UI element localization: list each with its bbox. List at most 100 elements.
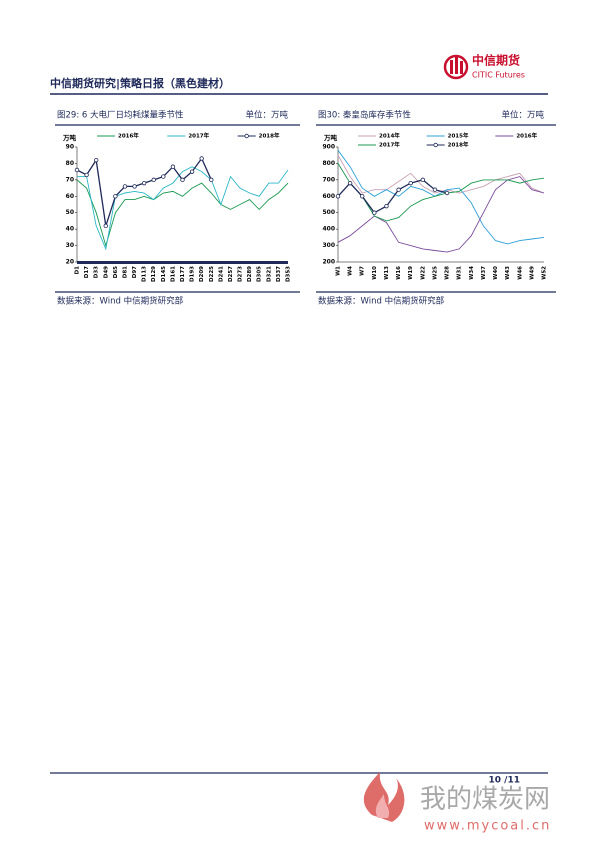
x-tick-label: W4 [348, 266, 354, 276]
series-marker [360, 194, 365, 199]
legend-label: 2018年 [259, 132, 280, 140]
x-tick-label: D65 [113, 266, 119, 278]
y-tick-label: 70 [66, 176, 74, 183]
x-tick-label: D337 [276, 266, 282, 282]
x-tick-label: D81 [122, 266, 128, 278]
logo-cn: 中信期货 [472, 53, 520, 68]
series-marker [396, 187, 401, 192]
x-tick-label: D113 [142, 266, 148, 282]
series-line [76, 179, 289, 248]
y-tick-label: 20 [66, 259, 74, 266]
series-marker [132, 184, 137, 189]
series-line [337, 176, 545, 253]
series-marker [93, 157, 99, 163]
series-marker [84, 172, 89, 178]
series-marker [189, 169, 195, 174]
y-tick-label: 400 [322, 226, 335, 233]
x-tick-label: D305 [257, 266, 263, 282]
x-axis-band [77, 261, 288, 264]
x-tick-label: W19 [408, 266, 414, 280]
source: 数据来源：Wind 中信期货研究部 [57, 296, 184, 307]
x-tick-label: W40 [493, 266, 499, 280]
y-tick-label: 500 [322, 209, 335, 216]
x-tick-label: W7 [360, 266, 366, 276]
x-tick-label: D129 [151, 266, 157, 282]
legend-marker [433, 142, 438, 148]
x-tick-label: W13 [384, 266, 390, 280]
x-tick-label: D49 [103, 266, 109, 278]
logo-bar [450, 60, 453, 74]
x-tick-label: D1 [75, 266, 81, 275]
series-marker [170, 164, 176, 169]
legend-label: 2016年 [516, 132, 537, 140]
x-tick-label: D177 [180, 266, 186, 282]
series-line [337, 154, 545, 194]
chart-title: 图29: 6 大电厂日均耗煤量季节性 [57, 110, 184, 121]
x-tick-label: D273 [238, 266, 244, 282]
series-marker [74, 167, 80, 173]
y-axis-title: 万吨 [62, 133, 77, 142]
y-tick-label: 900 [322, 144, 335, 151]
x-tick-label: W34 [469, 266, 475, 280]
series-marker [103, 223, 108, 229]
y-tick-label: 600 [322, 193, 335, 200]
series-marker [113, 194, 118, 199]
y-tick-label: 300 [322, 242, 335, 249]
y-tick-label: 40 [66, 226, 74, 233]
source: 数据来源：Wind 中信期货研究部 [318, 296, 445, 307]
series-marker [444, 190, 450, 196]
flame-icon [375, 794, 390, 818]
series-marker [335, 194, 341, 199]
x-tick-label: W28 [445, 266, 451, 280]
series-marker [372, 210, 377, 215]
chart-title: 图30: 秦皇岛库存季节性 [318, 110, 411, 121]
logo-ring [443, 54, 469, 80]
series-marker [141, 180, 147, 186]
legend-label: 2015年 [448, 132, 469, 140]
y-tick-label: 30 [66, 242, 74, 249]
series-marker [180, 177, 185, 183]
logo-bar [460, 61, 463, 74]
series-marker [161, 174, 166, 179]
series-marker [408, 180, 413, 186]
watermark-url: www.mycoal.cn [424, 819, 551, 834]
x-tick-label: W43 [505, 266, 511, 280]
y-tick-label: 200 [322, 259, 335, 266]
header-title: 中信期货研究|策略日报（黑色建材） [50, 76, 230, 90]
logo-bar [455, 57, 458, 74]
watermark-text: 我的煤炭网 [420, 785, 550, 815]
y-tick-label: 80 [66, 160, 74, 167]
legend-marker [244, 133, 249, 139]
x-tick-label: W1 [336, 266, 342, 276]
x-tick-label: D209 [199, 266, 205, 282]
legend-label: 2017年 [188, 132, 209, 140]
y-tick-label: 700 [322, 176, 335, 183]
series-marker [420, 177, 426, 183]
x-tick-label: D17 [84, 266, 90, 278]
x-tick-label: D161 [170, 266, 176, 282]
x-tick-label: D241 [218, 266, 224, 282]
x-tick-label: D353 [286, 266, 292, 282]
series-marker [384, 203, 389, 209]
x-tick-label: W25 [432, 266, 438, 280]
series-marker [347, 180, 353, 186]
legend-label: 2017年 [379, 141, 400, 149]
watermark: 我的煤炭网 www.mycoal.cn [363, 772, 551, 834]
x-tick-label: W22 [420, 266, 426, 280]
series-marker [122, 184, 128, 189]
logo: 中信期货 CITIC Futures [443, 53, 525, 80]
x-tick-label: D289 [247, 266, 253, 282]
legend-label: 2014年 [379, 132, 400, 140]
series-marker [151, 177, 156, 183]
x-tick-label: D97 [132, 266, 138, 278]
series-marker [432, 187, 438, 192]
x-tick-label: D321 [266, 266, 272, 282]
series-marker [209, 177, 214, 183]
x-tick-label: D225 [209, 266, 215, 282]
x-tick-label: D193 [190, 266, 196, 282]
y-tick-label: 60 [66, 193, 74, 200]
series-line [337, 179, 448, 214]
